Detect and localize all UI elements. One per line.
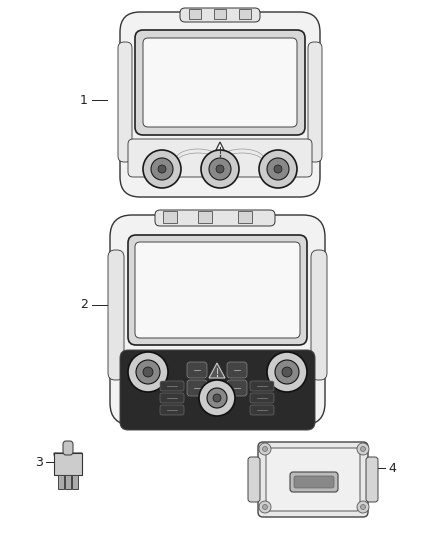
Circle shape	[143, 367, 153, 377]
FancyBboxPatch shape	[128, 235, 307, 345]
Circle shape	[209, 158, 231, 180]
FancyBboxPatch shape	[120, 12, 320, 197]
FancyBboxPatch shape	[290, 472, 338, 492]
FancyBboxPatch shape	[160, 381, 184, 391]
Circle shape	[274, 165, 282, 173]
Circle shape	[360, 505, 365, 510]
Bar	[163, 211, 177, 223]
FancyBboxPatch shape	[160, 393, 184, 403]
Circle shape	[199, 380, 235, 416]
Bar	[72, 475, 78, 489]
FancyBboxPatch shape	[187, 380, 207, 396]
Circle shape	[262, 447, 268, 451]
FancyBboxPatch shape	[250, 393, 274, 403]
Bar	[65, 475, 71, 489]
Circle shape	[282, 367, 292, 377]
Bar	[239, 9, 251, 19]
FancyBboxPatch shape	[308, 42, 322, 162]
Bar	[54, 453, 82, 475]
Circle shape	[207, 388, 227, 408]
Bar	[58, 475, 64, 489]
FancyBboxPatch shape	[110, 215, 325, 425]
Polygon shape	[209, 363, 225, 378]
Circle shape	[136, 360, 160, 384]
Circle shape	[259, 150, 297, 188]
Circle shape	[158, 165, 166, 173]
FancyBboxPatch shape	[128, 139, 312, 177]
Bar	[214, 9, 226, 19]
FancyBboxPatch shape	[248, 457, 260, 502]
FancyBboxPatch shape	[227, 380, 247, 396]
FancyBboxPatch shape	[118, 42, 132, 162]
FancyBboxPatch shape	[250, 381, 274, 391]
Circle shape	[360, 447, 365, 451]
Circle shape	[357, 501, 369, 513]
Circle shape	[216, 165, 224, 173]
FancyBboxPatch shape	[143, 38, 297, 127]
FancyBboxPatch shape	[366, 457, 378, 502]
Circle shape	[357, 443, 369, 455]
Circle shape	[143, 150, 181, 188]
FancyBboxPatch shape	[135, 242, 300, 338]
FancyBboxPatch shape	[108, 250, 124, 380]
Text: 4: 4	[388, 462, 396, 474]
FancyBboxPatch shape	[160, 405, 184, 415]
Text: 2: 2	[80, 298, 88, 311]
FancyBboxPatch shape	[180, 8, 260, 22]
Circle shape	[259, 443, 271, 455]
FancyBboxPatch shape	[135, 30, 305, 135]
Bar	[189, 9, 201, 19]
Text: 3: 3	[35, 456, 43, 469]
Text: 1: 1	[80, 93, 88, 107]
Circle shape	[213, 394, 221, 402]
Circle shape	[267, 158, 289, 180]
Circle shape	[128, 352, 168, 392]
FancyBboxPatch shape	[311, 250, 327, 380]
Polygon shape	[212, 142, 228, 158]
FancyBboxPatch shape	[250, 405, 274, 415]
FancyBboxPatch shape	[294, 476, 334, 488]
FancyBboxPatch shape	[266, 448, 360, 511]
Circle shape	[262, 505, 268, 510]
Bar	[238, 211, 252, 223]
Circle shape	[201, 150, 239, 188]
FancyBboxPatch shape	[63, 441, 73, 455]
FancyBboxPatch shape	[120, 350, 315, 430]
Wedge shape	[54, 453, 82, 467]
Circle shape	[259, 501, 271, 513]
Circle shape	[267, 352, 307, 392]
Circle shape	[151, 158, 173, 180]
FancyBboxPatch shape	[258, 442, 368, 517]
Circle shape	[275, 360, 299, 384]
Bar	[198, 211, 212, 223]
FancyBboxPatch shape	[155, 210, 275, 226]
FancyBboxPatch shape	[227, 362, 247, 378]
FancyBboxPatch shape	[187, 362, 207, 378]
